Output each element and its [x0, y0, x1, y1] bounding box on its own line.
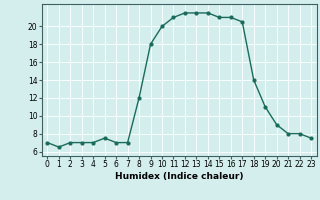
X-axis label: Humidex (Indice chaleur): Humidex (Indice chaleur): [115, 172, 244, 181]
